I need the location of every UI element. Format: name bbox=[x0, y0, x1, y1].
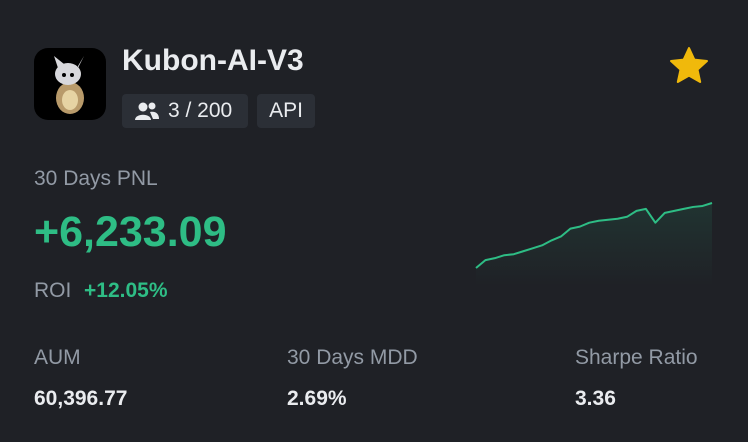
avatar[interactable] bbox=[34, 48, 106, 120]
sparkline bbox=[475, 202, 713, 286]
stat-value: 2.69% bbox=[287, 387, 347, 410]
api-badge: API bbox=[257, 94, 315, 128]
roi-value: +12.05% bbox=[84, 279, 168, 302]
pnl-value: +6,233.09 bbox=[34, 208, 227, 256]
sparkline-area bbox=[476, 203, 712, 286]
favorite-star[interactable] bbox=[669, 46, 709, 86]
pnl-label: 30 Days PNL bbox=[34, 167, 158, 190]
followers-count: 3 / 200 bbox=[168, 99, 233, 122]
stat-label: 30 Days MDD bbox=[287, 346, 418, 369]
people-icon bbox=[135, 102, 159, 120]
stat-value: 3.36 bbox=[575, 387, 616, 410]
stat-label: Sharpe Ratio bbox=[575, 346, 698, 369]
roi-label: ROI bbox=[34, 279, 72, 302]
sparkline-line bbox=[475, 202, 713, 269]
trader-name: Kubon-AI-V3 bbox=[122, 44, 304, 77]
stat-value: 60,396.77 bbox=[34, 387, 128, 410]
followers-badge: 3 / 200 bbox=[122, 94, 248, 128]
stat-label: AUM bbox=[34, 346, 81, 369]
